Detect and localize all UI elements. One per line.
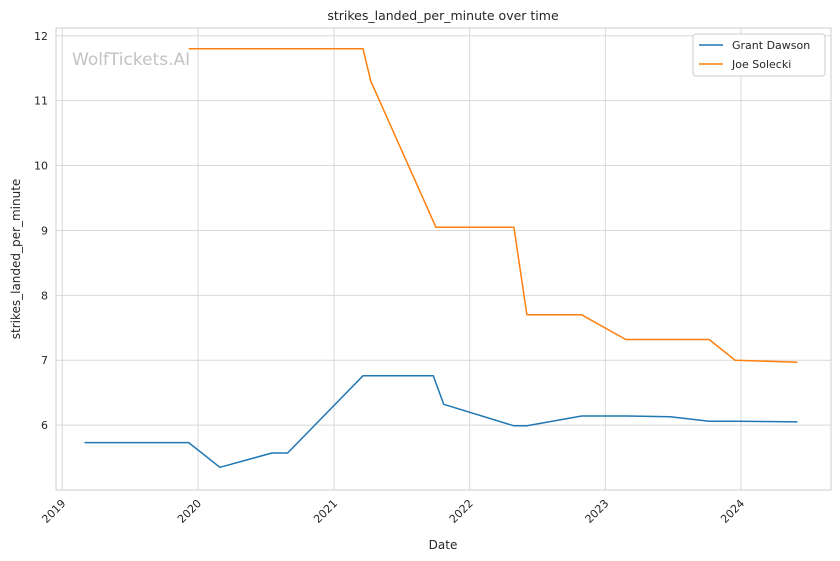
y-axis-label: strikes_landed_per_minute (9, 179, 23, 340)
chart-title: strikes_landed_per_minute over time (327, 8, 559, 23)
y-tick-label: 11 (34, 95, 48, 108)
x-tick-label: 2024 (718, 497, 747, 526)
x-tick-labels: 2019 2020 2021 2022 2023 2024 (39, 497, 747, 526)
legend: Grant Dawson Joe Solecki (692, 33, 826, 77)
series-line-joe-solecki (188, 48, 798, 363)
series-line-grant-dawson (84, 375, 798, 469)
watermark: WolfTickets.AI (72, 50, 190, 70)
legend-label-joe-solecki: Joe Solecki (731, 58, 791, 71)
x-axis-label: Date (429, 538, 458, 552)
y-tick-labels: 6 7 8 9 10 11 12 (34, 30, 48, 432)
x-tick-label: 2023 (583, 497, 612, 526)
x-tick-label: 2022 (447, 497, 476, 526)
y-tick-label: 8 (41, 289, 48, 302)
y-tick-label: 7 (41, 354, 48, 367)
x-tick-label: 2020 (175, 497, 204, 526)
series-layer (84, 48, 798, 469)
y-tick-label: 10 (34, 160, 48, 173)
y-tick-label: 9 (41, 224, 48, 237)
y-tick-label: 6 (41, 419, 48, 432)
legend-label-grant-dawson: Grant Dawson (732, 39, 810, 52)
grid-lines (56, 28, 831, 490)
plot-area (55, 27, 832, 491)
x-tick-label: 2019 (39, 497, 68, 526)
legend-box (692, 33, 826, 77)
y-tick-label: 12 (34, 30, 48, 43)
x-tick-label: 2021 (311, 497, 340, 526)
